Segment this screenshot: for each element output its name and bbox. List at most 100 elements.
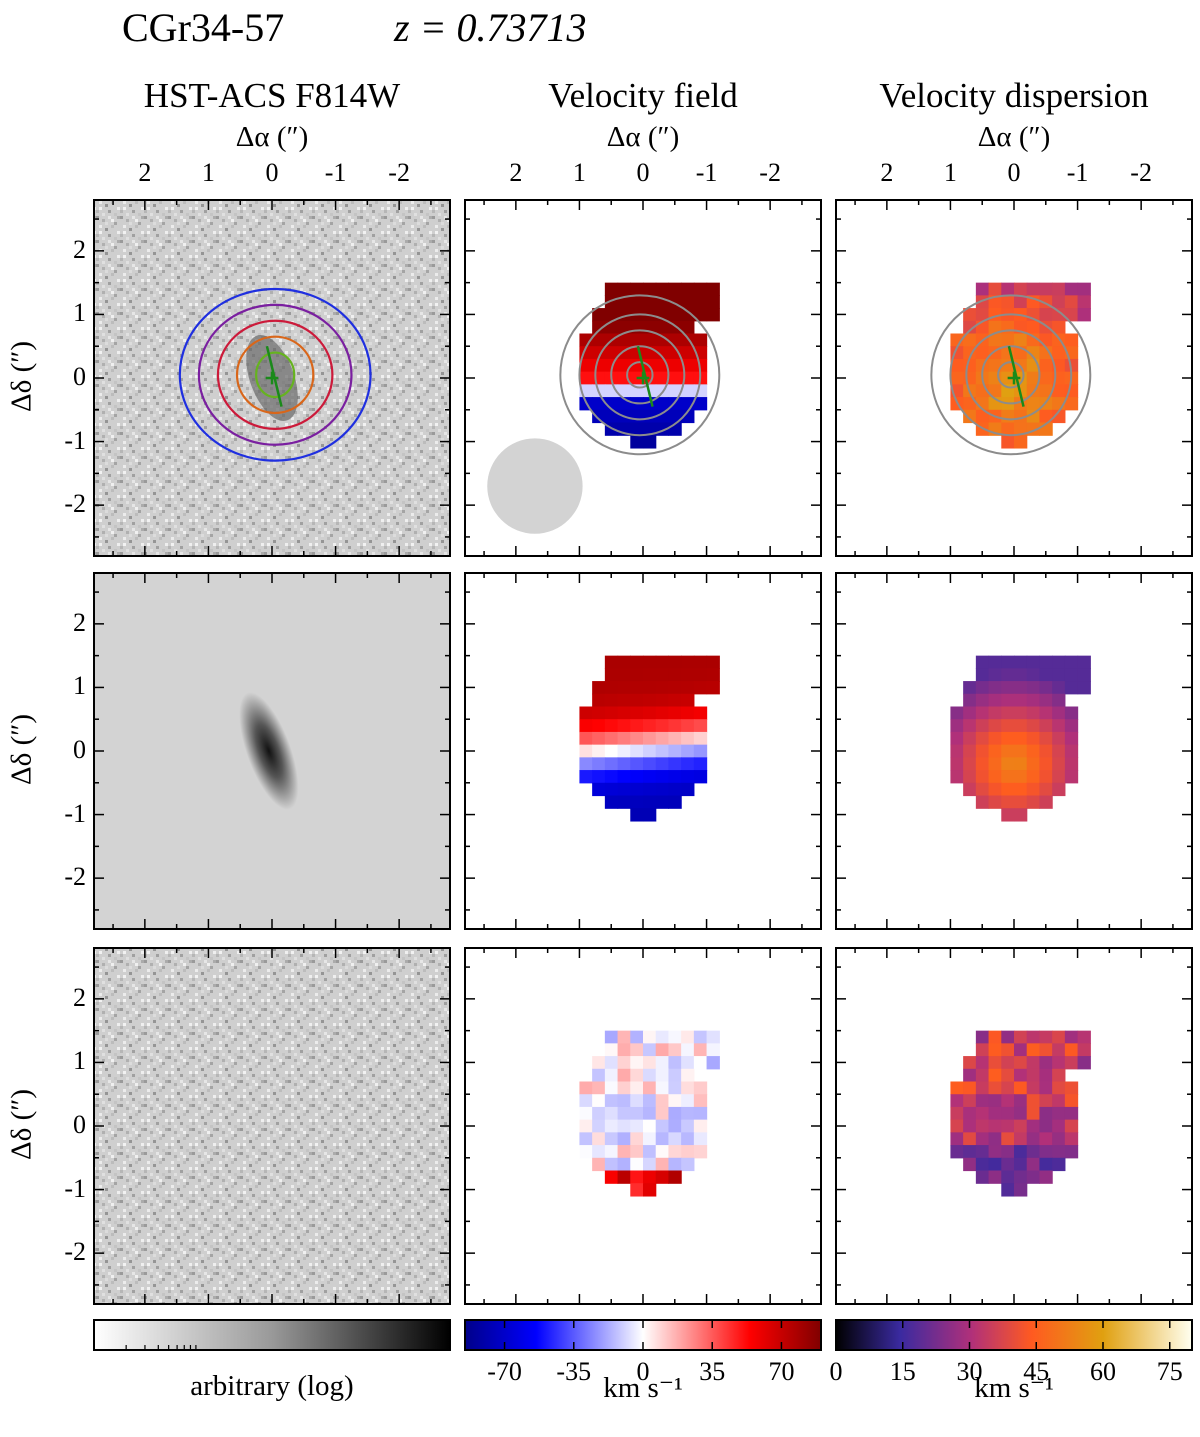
y-tick-label: 2 xyxy=(73,234,86,264)
map-pixel xyxy=(693,1119,708,1133)
map-pixel xyxy=(655,668,670,682)
colorbar-tick-label: 0 xyxy=(829,1357,843,1386)
y-tick-label: 0 xyxy=(73,735,86,764)
map-pixel xyxy=(1014,719,1028,733)
map-pixel xyxy=(1014,1183,1028,1197)
map-pixel xyxy=(655,782,670,797)
colorbar-tick-label: -70 xyxy=(487,1357,522,1386)
map-pixel xyxy=(975,308,990,322)
map-pixel xyxy=(1039,1119,1053,1133)
map-pixel xyxy=(1026,1119,1041,1133)
map-pixel xyxy=(963,1068,977,1083)
map-pixel xyxy=(655,1043,670,1057)
map-pixel xyxy=(579,1094,593,1108)
map-pixel xyxy=(693,1106,708,1121)
map-pixel xyxy=(643,1068,657,1083)
map-pixel xyxy=(630,706,644,720)
y-tick-label: -1 xyxy=(64,425,86,455)
map-pixel xyxy=(706,681,720,695)
map-pixel xyxy=(604,681,619,695)
map-pixel xyxy=(1039,1157,1053,1172)
map-pixel xyxy=(1014,1145,1028,1159)
dispersion-map xyxy=(950,655,1091,822)
map-pixel xyxy=(643,295,657,309)
map-pixel xyxy=(681,384,695,398)
map-pixel xyxy=(681,295,695,309)
map-pixel xyxy=(693,1043,708,1057)
map-pixel xyxy=(643,706,657,720)
map-pixel xyxy=(592,706,606,720)
map-pixel xyxy=(617,719,631,733)
map-pixel xyxy=(963,1094,977,1108)
map-pixel xyxy=(681,1068,695,1083)
map-pixel xyxy=(1064,719,1079,733)
map-pixel xyxy=(643,782,657,797)
map-pixel xyxy=(950,1145,964,1159)
x-tick-label: 2 xyxy=(509,158,523,187)
map-pixel xyxy=(681,1106,695,1121)
map-pixel xyxy=(988,1157,1002,1172)
hst-noise-image xyxy=(94,948,450,1304)
map-pixel xyxy=(1039,744,1053,758)
map-pixel xyxy=(693,770,708,784)
map-pixel xyxy=(1064,397,1079,411)
map-pixel xyxy=(643,681,657,695)
map-pixel xyxy=(1026,397,1041,411)
map-pixel xyxy=(592,1119,606,1133)
map-pixel xyxy=(1052,1119,1066,1133)
map-pixel xyxy=(604,1106,619,1121)
map-pixel xyxy=(643,1157,657,1172)
map-pixel xyxy=(1064,757,1079,771)
map-pixel xyxy=(604,1145,619,1159)
map-pixel xyxy=(617,1094,631,1108)
map-pixel xyxy=(988,770,1002,784)
map-pixel xyxy=(630,731,644,746)
map-pixel xyxy=(1026,795,1041,809)
map-pixel xyxy=(975,770,990,784)
map-pixel xyxy=(1077,308,1091,322)
map-pixel xyxy=(655,397,670,411)
grey-contour xyxy=(578,313,702,437)
map-pixel xyxy=(963,1132,977,1146)
x-tick-label: 1 xyxy=(943,158,957,187)
map-pixel xyxy=(655,1119,670,1133)
map-pixel xyxy=(643,1081,657,1095)
map-pixel xyxy=(655,1132,670,1146)
map-pixel xyxy=(655,1157,670,1172)
map-pixel xyxy=(1039,757,1053,771)
map-pixel xyxy=(592,719,606,733)
map-pixel xyxy=(963,706,977,720)
x-axis-title-1: Δα (″) xyxy=(235,121,309,153)
map-pixel xyxy=(1039,706,1053,720)
map-pixel xyxy=(1014,1056,1028,1070)
map-pixel xyxy=(681,719,695,733)
map-pixel xyxy=(604,308,619,322)
map-pixel xyxy=(1064,308,1079,322)
y-tick-label: -2 xyxy=(64,862,86,892)
map-pixel xyxy=(630,782,644,797)
y-tick-label: 2 xyxy=(73,607,86,637)
map-pixel xyxy=(592,1157,606,1172)
map-pixel xyxy=(579,731,593,746)
map-pixel xyxy=(681,693,695,708)
map-pixel xyxy=(975,1170,990,1184)
map-pixel xyxy=(592,757,606,771)
map-pixel xyxy=(1014,295,1028,309)
map-pixel xyxy=(963,1056,977,1070)
map-pixel xyxy=(1052,731,1066,746)
map-pixel xyxy=(693,681,708,695)
map-pixel xyxy=(681,706,695,720)
map-pixel xyxy=(1026,371,1041,385)
y-tick-label: 2 xyxy=(73,982,86,1012)
map-pixel xyxy=(1014,770,1028,784)
map-pixel xyxy=(693,757,708,771)
map-pixel xyxy=(1026,731,1041,746)
map-pixel xyxy=(1052,706,1066,720)
map-pixel xyxy=(681,346,695,360)
map-pixel xyxy=(630,744,644,758)
map-pixel xyxy=(950,744,964,758)
map-pixel xyxy=(975,655,990,669)
map-pixel xyxy=(1026,1170,1041,1184)
map-pixel xyxy=(963,757,977,771)
map-pixel xyxy=(617,668,631,682)
